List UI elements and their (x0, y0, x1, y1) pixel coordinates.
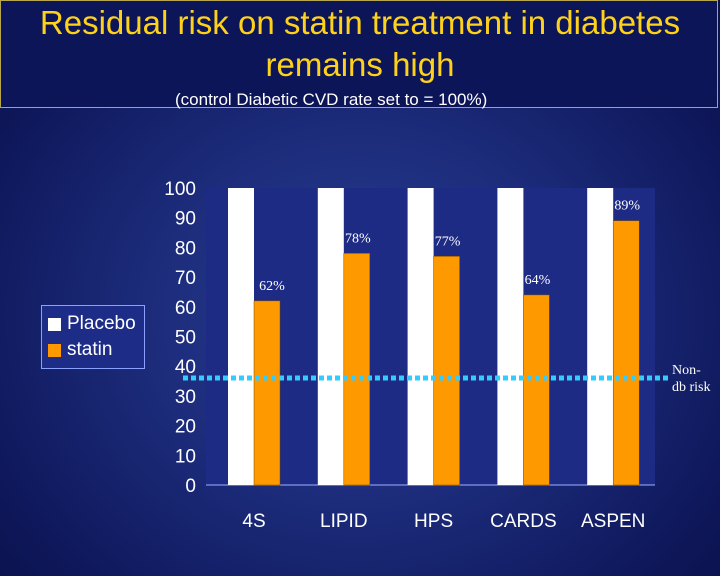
x-tick-label: 4S (242, 511, 265, 532)
data-label-statin: 64% (525, 273, 551, 288)
bar-placebo-4s (228, 188, 254, 485)
y-tick-label: 80 (175, 238, 196, 259)
bar-statin-cards (523, 294, 550, 486)
bar-statin-4s (253, 300, 281, 486)
chart-legend: Placebo statin (41, 305, 145, 369)
data-label-statin: 78% (345, 231, 371, 246)
x-tick-label: CARDS (490, 511, 557, 532)
y-tick-label: 30 (175, 387, 196, 408)
bar-placebo-aspen (587, 188, 614, 485)
legend-label-statin: statin (67, 339, 113, 360)
y-tick-label: 70 (175, 268, 196, 289)
legend-entry-statin: statin (48, 338, 112, 362)
y-tick-label: 0 (185, 476, 196, 497)
data-label-statin: 62% (259, 279, 285, 294)
slide-subtitle: (control Diabetic CVD rate set to = 100%… (175, 90, 488, 109)
y-tick-label: 60 (175, 298, 196, 319)
legend-label-placebo: Placebo (67, 313, 136, 334)
bar-statin-lipid (343, 253, 371, 486)
x-tick-label: HPS (414, 511, 453, 532)
y-tick-label: 20 (175, 417, 196, 438)
legend-swatch-placebo (48, 317, 61, 331)
data-label-statin: 77% (435, 234, 461, 249)
y-tick-label: 10 (175, 446, 196, 467)
y-tick-label: 50 (175, 328, 196, 349)
legend-entry-placebo: Placebo (48, 312, 136, 336)
bar-placebo-cards (497, 188, 524, 485)
x-tick-label: ASPEN (581, 511, 645, 532)
slide-title: Residual risk on statin treatment in dia… (39, 4, 681, 83)
y-tick-label: 40 (175, 357, 196, 378)
bar-statin-aspen (612, 220, 640, 486)
y-tick-label: 90 (175, 209, 196, 230)
bar-statin-hps (433, 256, 460, 486)
title-box (0, 0, 718, 108)
data-label-statin: 89% (614, 199, 640, 214)
y-tick-label: 100 (164, 179, 196, 200)
bar-placebo-hps (407, 188, 434, 485)
legend-swatch-statin (48, 343, 61, 357)
reference-line-label: Non-db risk (672, 363, 711, 395)
x-tick-label: LIPID (320, 511, 368, 532)
bar-placebo-lipid (317, 188, 344, 485)
